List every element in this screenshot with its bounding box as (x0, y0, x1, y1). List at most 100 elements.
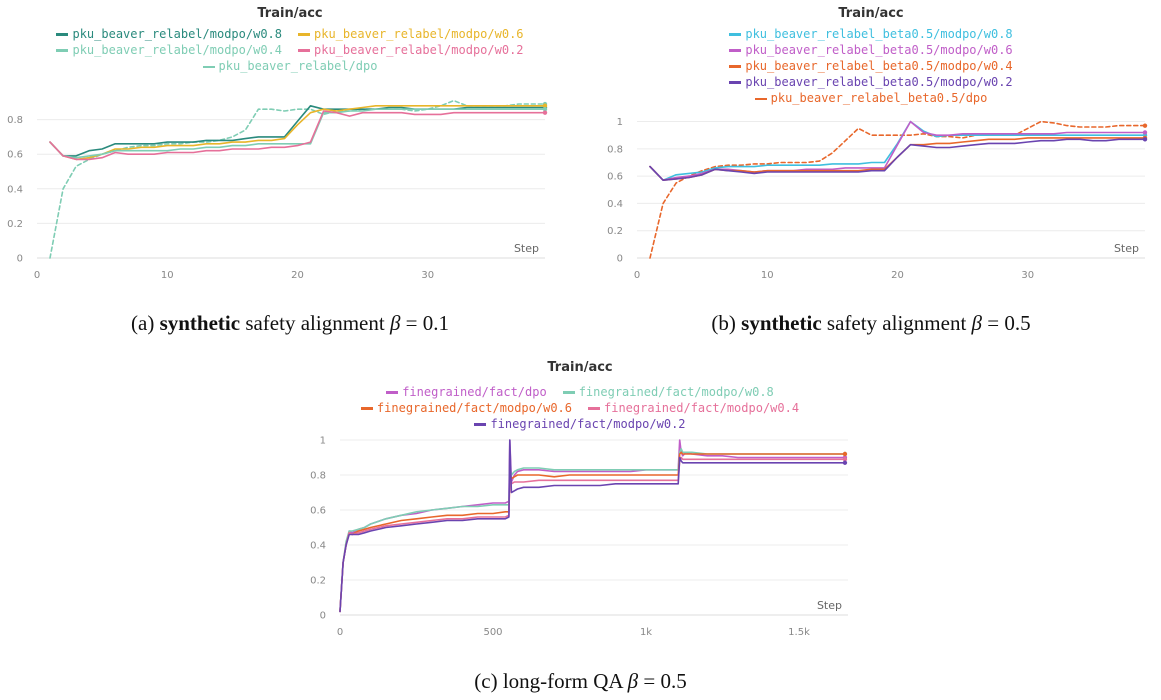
series-line (49, 110, 546, 161)
caption-text: safety alignment (821, 311, 972, 335)
x-tick-label: 0 (337, 627, 343, 638)
caption-bold: synthetic (741, 311, 822, 335)
legend-label: pku_beaver_relabel/modpo/w0.8 (72, 27, 282, 41)
x-tick-label: 1k (640, 627, 652, 638)
x-tick-label: 30 (421, 270, 434, 281)
legend-item: finegrained/fact/modpo/w0.2 (474, 416, 686, 432)
legend-label: pku_beaver_relabel/modpo/w0.4 (72, 43, 282, 57)
caption-b: (b) synthetic safety alignment β = 0.5 (581, 311, 1161, 336)
y-tick-label: 0.8 (7, 115, 23, 126)
legend-label: finegrained/fact/dpo (402, 385, 547, 399)
legend-label: pku_beaver_relabel_beta0.5/modpo/w0.2 (745, 75, 1013, 89)
y-tick-label: 0.4 (310, 541, 326, 552)
chart-panel-b: Train/acc pku_beaver_relabel_beta0.5/mod… (581, 0, 1161, 300)
legend-row: pku_beaver_relabel_beta0.5/modpo/w0.4 (581, 58, 1161, 74)
x-tick-label: 0 (634, 270, 640, 281)
legend-row: pku_beaver_relabel_beta0.5/modpo/w0.6 (581, 42, 1161, 58)
legend-label: pku_beaver_relabel/dpo (218, 59, 378, 73)
legend-row: pku_beaver_relabel/modpo/w0.4 pku_beaver_… (0, 42, 580, 58)
series-end-marker (842, 460, 848, 465)
legend-row: pku_beaver_relabel_beta0.5/modpo/w0.8 (581, 26, 1161, 42)
caption-symbol-wrap: β (628, 669, 638, 693)
x-axis-label: Step (1114, 242, 1139, 255)
x-axis-label: Step (817, 599, 842, 612)
series-end-marker (542, 110, 548, 115)
chart-panel-c: Train/acc finegrained/fact/dpo finegraine… (300, 355, 860, 655)
caption-a: (a) synthetic safety alignment β = 0.1 (0, 311, 580, 336)
y-tick-label: 0.8 (310, 471, 326, 482)
legend-label: finegrained/fact/modpo/w0.2 (490, 417, 686, 431)
y-tick-label: 0 (617, 254, 623, 265)
legend-item: pku_beaver_relabel/dpo (202, 58, 378, 74)
legend-item: finegrained/fact/modpo/w0.8 (562, 384, 774, 400)
series-line (339, 451, 846, 613)
legend-swatch (386, 391, 399, 394)
y-tick-label: 0.4 (7, 184, 23, 195)
chart-title: Train/acc (547, 360, 613, 375)
legend-row: pku_beaver_relabel_beta0.5/dpo (581, 90, 1161, 106)
legend-swatch (588, 407, 600, 410)
legend-swatch (474, 423, 487, 426)
legend-swatch (202, 65, 215, 68)
series-end-marker (542, 107, 548, 112)
legend-swatch (56, 49, 69, 52)
x-tick-label: 1.5k (788, 627, 810, 638)
legend-item: pku_beaver_relabel/modpo/w0.8 (56, 26, 282, 42)
y-tick-label: 0.2 (7, 219, 23, 230)
caption-prefix: (a) (131, 311, 160, 335)
series-line (49, 99, 546, 259)
legend-item: pku_beaver_relabel/modpo/w0.2 (298, 42, 524, 58)
legend-label: finegrained/fact/modpo/w0.6 (376, 401, 572, 415)
x-tick-label: 30 (1021, 270, 1034, 281)
legend-swatch (729, 65, 742, 68)
series-line (649, 120, 1146, 259)
y-tick-label: 0.4 (607, 199, 623, 210)
chart-title: Train/acc (257, 6, 323, 21)
chart-title: Train/acc (838, 6, 904, 21)
legend-item: pku_beaver_relabel/modpo/w0.4 (56, 42, 282, 58)
legend-label: pku_beaver_relabel/modpo/w0.2 (314, 43, 524, 57)
chart-legend: finegrained/fact/dpo finegrained/fact/mod… (300, 384, 860, 432)
y-tick-label: 1 (320, 436, 326, 447)
series-line (339, 439, 846, 613)
series-end-marker (542, 103, 548, 108)
x-tick-label: 20 (291, 270, 304, 281)
series-line (339, 456, 846, 613)
series-end-marker (842, 451, 848, 457)
legend-item: finegrained/fact/modpo/w0.6 (360, 400, 572, 416)
legend-item: pku_beaver_relabel_beta0.5/modpo/w0.8 (729, 26, 1013, 42)
legend-label: pku_beaver_relabel_beta0.5/modpo/w0.6 (745, 43, 1013, 57)
x-tick-label: 0 (34, 270, 40, 281)
legend-swatch (56, 33, 69, 36)
series-line (339, 439, 846, 613)
caption-equation: = 0.5 (982, 311, 1031, 335)
legend-row: finegrained/fact/dpo finegrained/fact/mod… (300, 384, 860, 400)
caption-symbol: β (389, 311, 401, 335)
legend-row: finegrained/fact/modpo/w0.2 (300, 416, 860, 432)
y-tick-label: 1 (617, 117, 623, 128)
chart-panel-a: Train/acc pku_beaver_relabel/modpo/w0.8 p… (0, 0, 580, 300)
legend-label: finegrained/fact/modpo/w0.8 (578, 385, 774, 399)
legend-swatch (298, 49, 310, 52)
legend-label: pku_beaver_relabel_beta0.5/modpo/w0.4 (745, 59, 1013, 73)
x-tick-label: 10 (161, 270, 174, 281)
legend-swatch (754, 97, 767, 100)
legend-item: pku_beaver_relabel/modpo/w0.6 (298, 26, 524, 42)
series-end-marker (842, 457, 848, 462)
legend-row: pku_beaver_relabel/dpo (0, 58, 580, 74)
series-line (49, 105, 546, 157)
x-tick-label: 10 (761, 270, 774, 281)
legend-item: finegrained/fact/modpo/w0.4 (588, 400, 799, 416)
chart-plot-area: 0 0.2 0.4 0.6 0.8 1 0 500 1k 1.5k Step (310, 436, 848, 638)
legend-swatch (562, 391, 575, 394)
legend-swatch (729, 81, 742, 84)
caption-symbol: β (971, 311, 982, 335)
legend-row: pku_beaver_relabel/modpo/w0.8 pku_beaver_… (0, 26, 580, 42)
legend-label: pku_beaver_relabel_beta0.5/modpo/w0.8 (745, 27, 1013, 41)
y-tick-label: 0.2 (310, 576, 326, 587)
legend-label: pku_beaver_relabel_beta0.5/dpo (770, 91, 988, 105)
legend-swatch (298, 33, 310, 36)
legend-swatch (729, 49, 742, 52)
y-tick-label: 0.6 (7, 150, 23, 161)
